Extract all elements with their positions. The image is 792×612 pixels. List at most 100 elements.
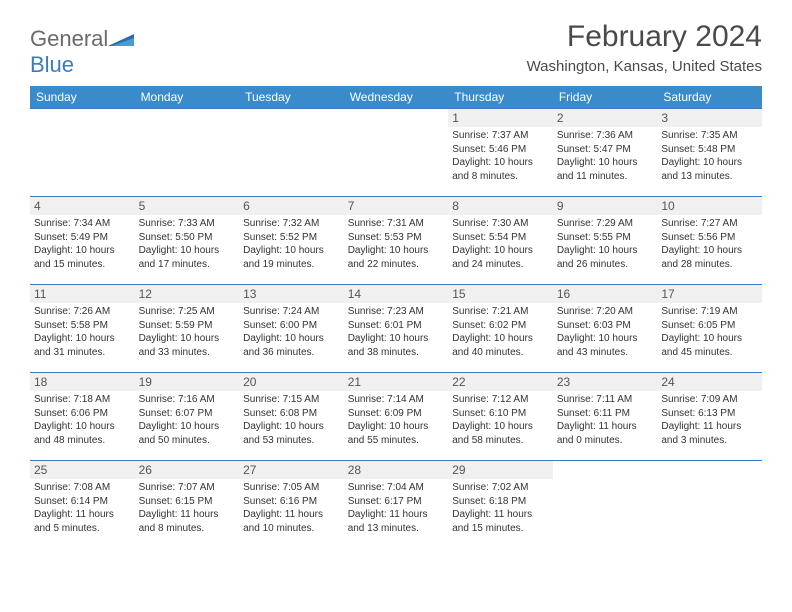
day-line: and 11 minutes. xyxy=(557,170,654,184)
day-line: Sunrise: 7:29 AM xyxy=(557,217,654,231)
day-line: and 48 minutes. xyxy=(34,434,131,448)
day-number: 27 xyxy=(239,461,344,479)
day-line: Sunrise: 7:35 AM xyxy=(661,129,758,143)
day-number: 29 xyxy=(448,461,553,479)
day-cell: 8Sunrise: 7:30 AMSunset: 5:54 PMDaylight… xyxy=(448,197,553,285)
day-cell: 19Sunrise: 7:16 AMSunset: 6:07 PMDayligh… xyxy=(135,373,240,461)
day-details: Sunrise: 7:02 AMSunset: 6:18 PMDaylight:… xyxy=(448,479,553,539)
day-line: and 58 minutes. xyxy=(452,434,549,448)
day-line: Daylight: 10 hours xyxy=(139,332,236,346)
day-cell: 20Sunrise: 7:15 AMSunset: 6:08 PMDayligh… xyxy=(239,373,344,461)
day-line: and 45 minutes. xyxy=(661,346,758,360)
day-line: Sunset: 5:50 PM xyxy=(139,231,236,245)
day-details: Sunrise: 7:36 AMSunset: 5:47 PMDaylight:… xyxy=(553,127,658,187)
day-cell: 15Sunrise: 7:21 AMSunset: 6:02 PMDayligh… xyxy=(448,285,553,373)
day-line: Sunrise: 7:02 AM xyxy=(452,481,549,495)
day-line: Sunset: 5:47 PM xyxy=(557,143,654,157)
day-line: Daylight: 10 hours xyxy=(557,332,654,346)
day-number: 2 xyxy=(553,109,658,127)
day-line: Sunrise: 7:19 AM xyxy=(661,305,758,319)
day-line: Sunset: 5:58 PM xyxy=(34,319,131,333)
day-line: Sunrise: 7:27 AM xyxy=(661,217,758,231)
day-header: Thursday xyxy=(448,86,553,109)
day-line: Sunset: 6:18 PM xyxy=(452,495,549,509)
day-line: and 31 minutes. xyxy=(34,346,131,360)
day-line: Sunrise: 7:30 AM xyxy=(452,217,549,231)
page-title: February 2024 xyxy=(527,20,762,54)
day-line: Daylight: 10 hours xyxy=(34,332,131,346)
day-line: Sunrise: 7:09 AM xyxy=(661,393,758,407)
day-details: Sunrise: 7:31 AMSunset: 5:53 PMDaylight:… xyxy=(344,215,449,275)
day-line: and 43 minutes. xyxy=(557,346,654,360)
day-line: Daylight: 11 hours xyxy=(139,508,236,522)
day-cell xyxy=(657,461,762,549)
day-line: and 26 minutes. xyxy=(557,258,654,272)
day-details: Sunrise: 7:15 AMSunset: 6:08 PMDaylight:… xyxy=(239,391,344,451)
day-line: Sunrise: 7:08 AM xyxy=(34,481,131,495)
day-header: Friday xyxy=(553,86,658,109)
day-cell: 26Sunrise: 7:07 AMSunset: 6:15 PMDayligh… xyxy=(135,461,240,549)
day-cell xyxy=(344,109,449,197)
day-details: Sunrise: 7:37 AMSunset: 5:46 PMDaylight:… xyxy=(448,127,553,187)
week-row: 18Sunrise: 7:18 AMSunset: 6:06 PMDayligh… xyxy=(30,373,762,461)
day-line: Sunrise: 7:05 AM xyxy=(243,481,340,495)
day-line: Sunset: 6:10 PM xyxy=(452,407,549,421)
day-cell: 1Sunrise: 7:37 AMSunset: 5:46 PMDaylight… xyxy=(448,109,553,197)
day-line: Sunset: 5:52 PM xyxy=(243,231,340,245)
day-line: Daylight: 10 hours xyxy=(557,156,654,170)
day-line: Sunrise: 7:23 AM xyxy=(348,305,445,319)
day-line: Sunrise: 7:21 AM xyxy=(452,305,549,319)
day-details: Sunrise: 7:12 AMSunset: 6:10 PMDaylight:… xyxy=(448,391,553,451)
day-number: 23 xyxy=(553,373,658,391)
day-cell: 28Sunrise: 7:04 AMSunset: 6:17 PMDayligh… xyxy=(344,461,449,549)
logo-triangle-icon xyxy=(108,26,134,44)
day-number: 22 xyxy=(448,373,553,391)
day-number: 20 xyxy=(239,373,344,391)
day-cell: 25Sunrise: 7:08 AMSunset: 6:14 PMDayligh… xyxy=(30,461,135,549)
header: GeneralBlue February 2024 Washington, Ka… xyxy=(30,20,762,78)
day-line: Sunset: 6:05 PM xyxy=(661,319,758,333)
day-details: Sunrise: 7:14 AMSunset: 6:09 PMDaylight:… xyxy=(344,391,449,451)
day-details: Sunrise: 7:25 AMSunset: 5:59 PMDaylight:… xyxy=(135,303,240,363)
day-line: Sunrise: 7:32 AM xyxy=(243,217,340,231)
day-line: Daylight: 10 hours xyxy=(139,244,236,258)
day-line: Daylight: 11 hours xyxy=(348,508,445,522)
day-line: and 19 minutes. xyxy=(243,258,340,272)
day-cell: 12Sunrise: 7:25 AMSunset: 5:59 PMDayligh… xyxy=(135,285,240,373)
day-number: 1 xyxy=(448,109,553,127)
day-details: Sunrise: 7:29 AMSunset: 5:55 PMDaylight:… xyxy=(553,215,658,275)
day-line: Daylight: 11 hours xyxy=(34,508,131,522)
day-line: Daylight: 10 hours xyxy=(452,244,549,258)
day-line: and 8 minutes. xyxy=(139,522,236,536)
day-line: and 33 minutes. xyxy=(139,346,236,360)
day-line: Daylight: 10 hours xyxy=(452,156,549,170)
page-subtitle: Washington, Kansas, United States xyxy=(527,58,762,75)
day-number: 14 xyxy=(344,285,449,303)
day-line: Sunset: 5:46 PM xyxy=(452,143,549,157)
day-details: Sunrise: 7:11 AMSunset: 6:11 PMDaylight:… xyxy=(553,391,658,451)
day-line: Sunrise: 7:24 AM xyxy=(243,305,340,319)
day-number: 13 xyxy=(239,285,344,303)
day-line: Daylight: 11 hours xyxy=(557,420,654,434)
day-line: and 50 minutes. xyxy=(139,434,236,448)
day-number: 4 xyxy=(30,197,135,215)
day-line: Sunrise: 7:34 AM xyxy=(34,217,131,231)
day-line: Daylight: 10 hours xyxy=(348,244,445,258)
day-line: Sunset: 6:16 PM xyxy=(243,495,340,509)
day-cell: 21Sunrise: 7:14 AMSunset: 6:09 PMDayligh… xyxy=(344,373,449,461)
day-cell: 27Sunrise: 7:05 AMSunset: 6:16 PMDayligh… xyxy=(239,461,344,549)
day-details: Sunrise: 7:23 AMSunset: 6:01 PMDaylight:… xyxy=(344,303,449,363)
day-header: Sunday xyxy=(30,86,135,109)
day-header: Tuesday xyxy=(239,86,344,109)
day-cell: 6Sunrise: 7:32 AMSunset: 5:52 PMDaylight… xyxy=(239,197,344,285)
day-line: Daylight: 10 hours xyxy=(139,420,236,434)
day-line: Daylight: 10 hours xyxy=(557,244,654,258)
day-number: 8 xyxy=(448,197,553,215)
day-details: Sunrise: 7:16 AMSunset: 6:07 PMDaylight:… xyxy=(135,391,240,451)
day-line: Sunrise: 7:31 AM xyxy=(348,217,445,231)
day-details: Sunrise: 7:26 AMSunset: 5:58 PMDaylight:… xyxy=(30,303,135,363)
day-line: Sunrise: 7:11 AM xyxy=(557,393,654,407)
day-line: and 38 minutes. xyxy=(348,346,445,360)
day-line: Sunset: 6:13 PM xyxy=(661,407,758,421)
day-cell: 3Sunrise: 7:35 AMSunset: 5:48 PMDaylight… xyxy=(657,109,762,197)
